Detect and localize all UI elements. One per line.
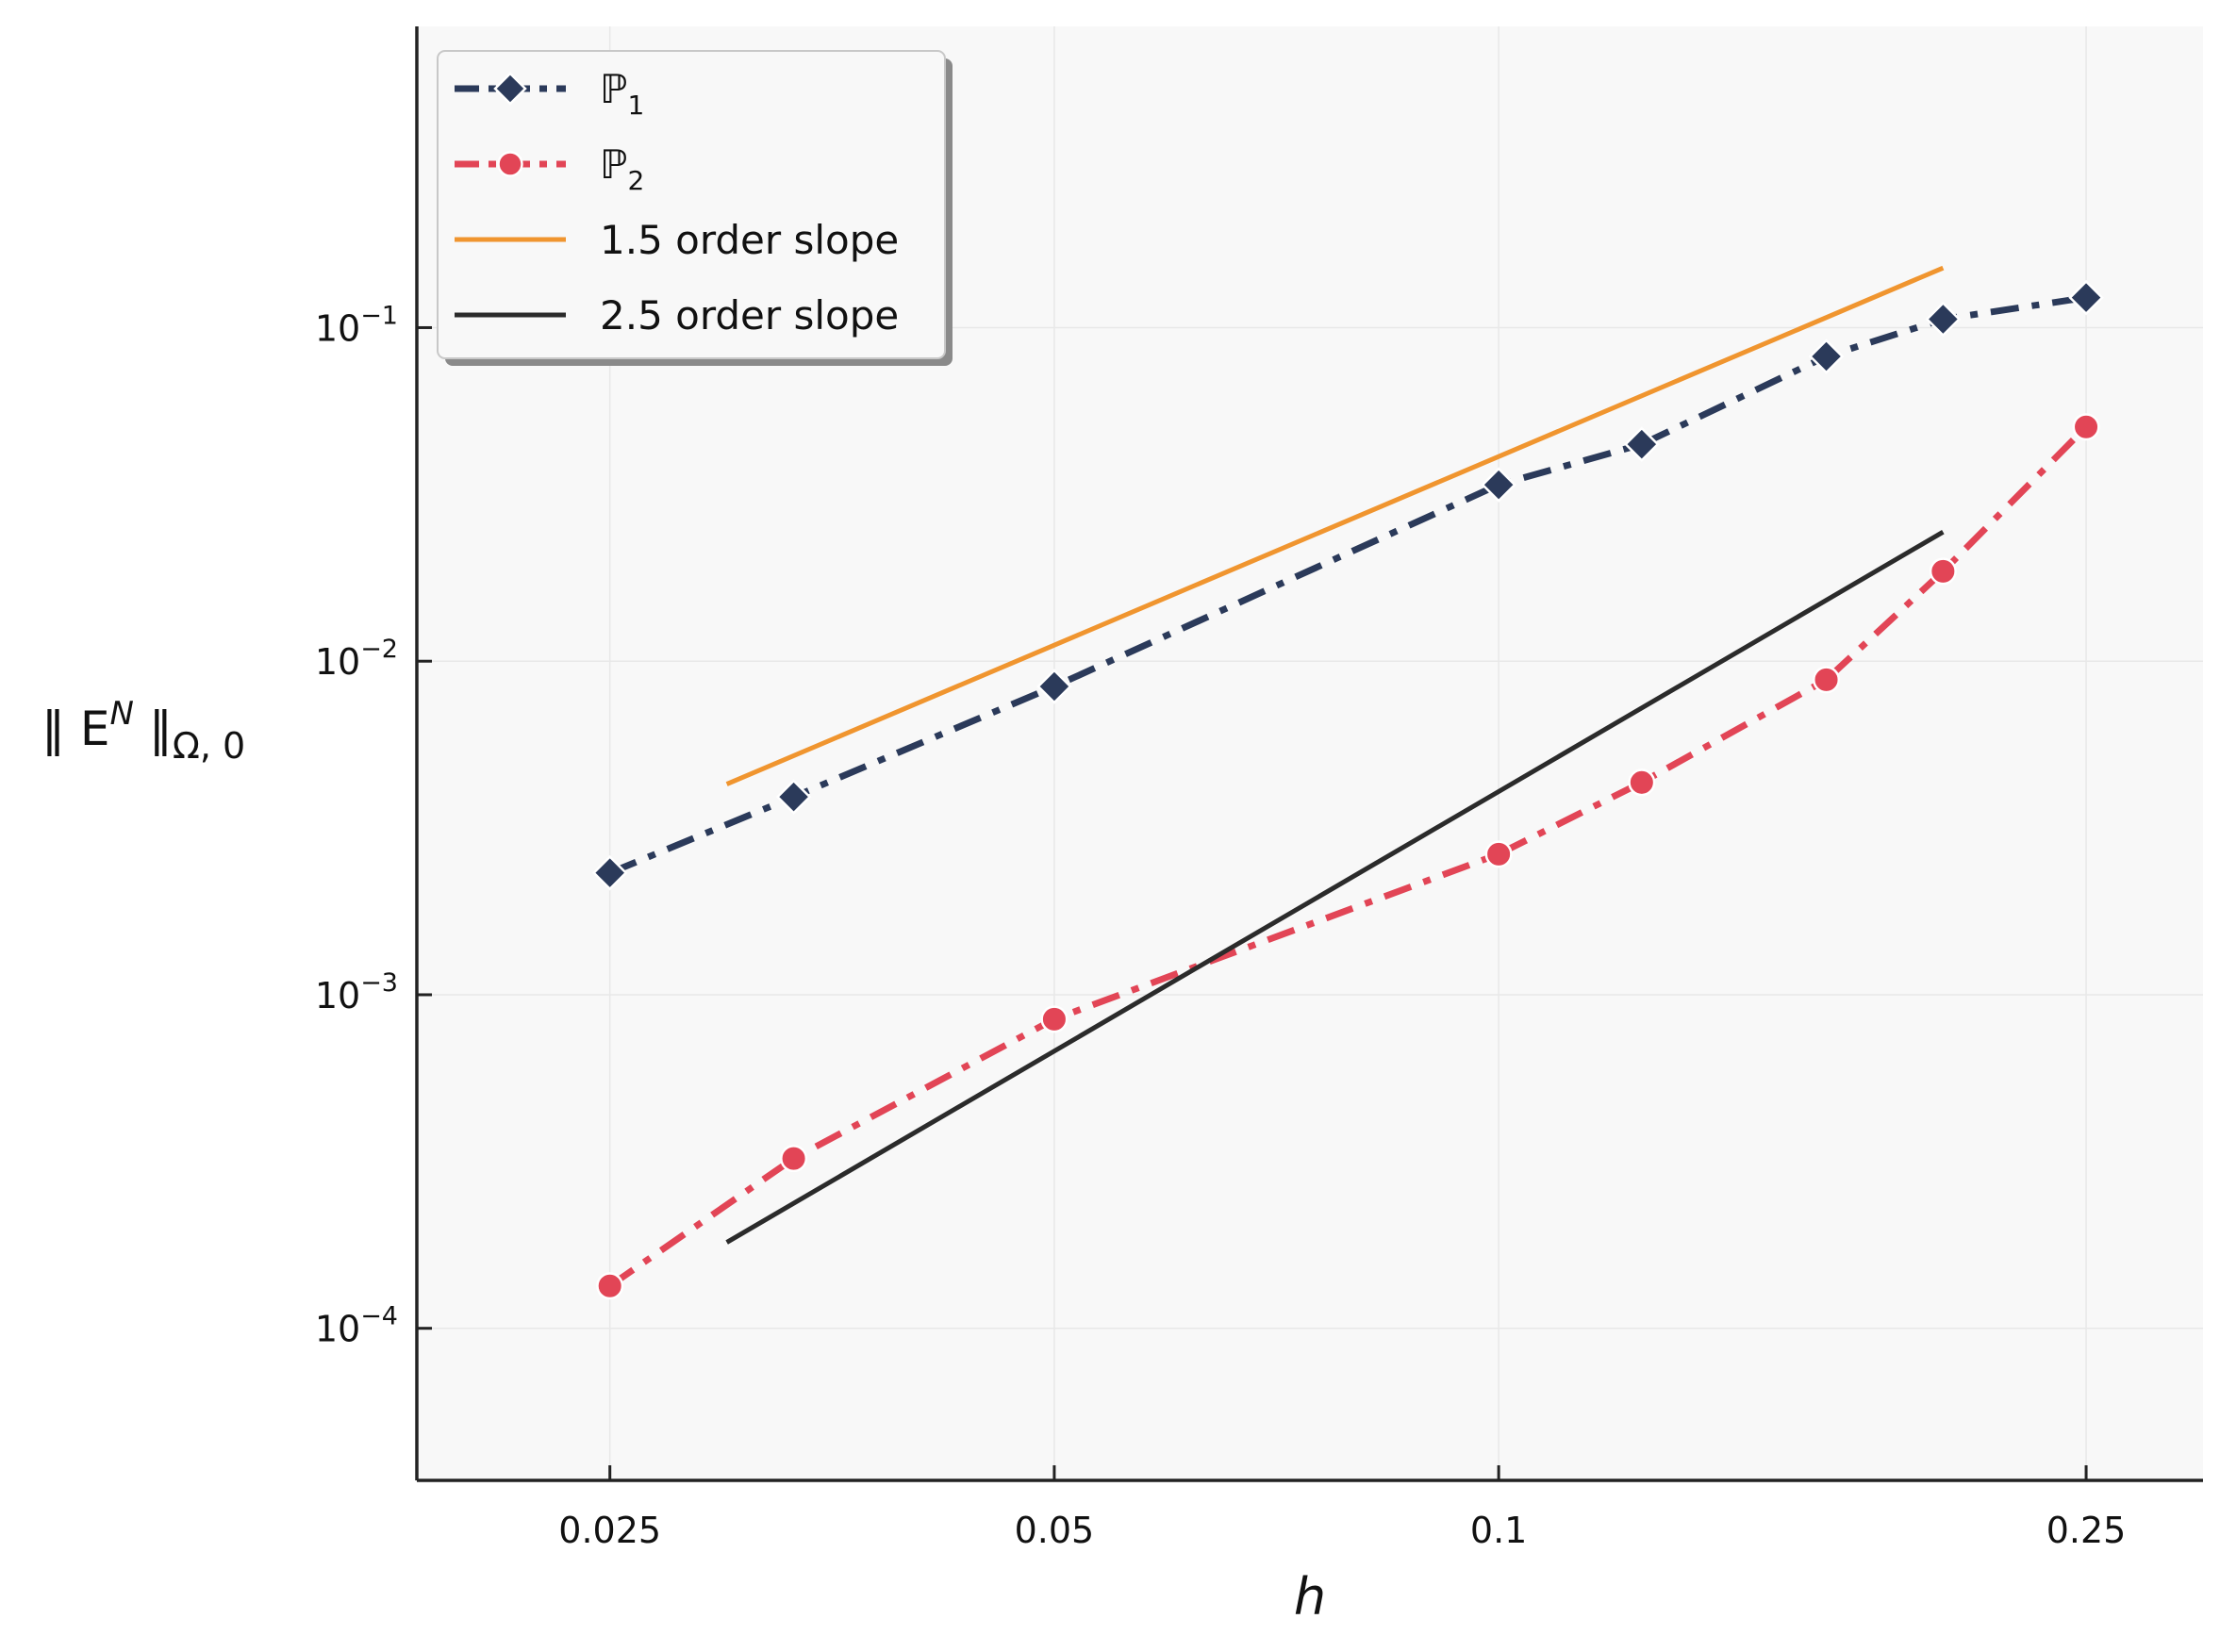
data-point bbox=[1481, 467, 1516, 503]
data-point bbox=[493, 72, 527, 106]
y-tick-base: 10 bbox=[315, 1309, 360, 1350]
y-tick-label: 10−4 bbox=[315, 1302, 398, 1350]
data-point bbox=[596, 1272, 624, 1300]
data-point bbox=[1624, 426, 1660, 462]
series-0 bbox=[591, 279, 2104, 891]
legend-label-name: 1.5 order slope bbox=[600, 217, 899, 263]
data-point bbox=[1040, 1005, 1069, 1033]
legend-label-name: 2.5 order slope bbox=[600, 292, 899, 339]
series-line bbox=[608, 294, 2087, 876]
y-tick-exponent: −2 bbox=[360, 635, 398, 664]
series-3 bbox=[725, 530, 1945, 1245]
y-tick-label: 10−2 bbox=[315, 635, 398, 683]
data-point bbox=[1036, 669, 1072, 704]
data-point bbox=[2068, 279, 2104, 316]
legend-label: 2.5 order slope bbox=[600, 292, 899, 339]
data-point bbox=[1628, 768, 1656, 797]
data-point bbox=[1808, 339, 1845, 374]
y-tick-base: 10 bbox=[315, 975, 360, 1016]
x-tick-label: 0.1 bbox=[1470, 1510, 1527, 1551]
x-tick-label: 0.25 bbox=[2046, 1510, 2127, 1551]
y-tick-exponent: −4 bbox=[360, 1302, 398, 1331]
x-tick-label: 0.025 bbox=[558, 1510, 661, 1551]
y-tick-label: 10−1 bbox=[315, 301, 398, 349]
data-point bbox=[591, 854, 628, 891]
legend-label-name: ℙ bbox=[600, 141, 627, 188]
x-axis-label: h bbox=[1294, 1567, 1326, 1627]
series-line bbox=[725, 530, 1945, 1245]
data-point bbox=[1813, 666, 1841, 694]
data-point bbox=[1929, 557, 1957, 586]
y-tick-base: 10 bbox=[315, 641, 360, 683]
y-tick-exponent: −3 bbox=[360, 968, 398, 998]
data-point bbox=[775, 779, 812, 815]
legend-entry: 1.5 order slope bbox=[455, 217, 899, 263]
data-point bbox=[1925, 301, 1962, 338]
y-label-sub: Ω, 0 bbox=[173, 725, 245, 767]
legend-entry: ℙ1 bbox=[455, 66, 644, 121]
series-line bbox=[725, 265, 1945, 786]
legend-entry: 2.5 order slope bbox=[455, 292, 899, 339]
y-axis-label: ‖ EN ‖Ω, 0 bbox=[41, 695, 245, 767]
series-2 bbox=[725, 265, 1945, 786]
y-tick-exponent: −1 bbox=[360, 301, 398, 330]
series-layer bbox=[591, 265, 2104, 1300]
series-1 bbox=[596, 413, 2100, 1300]
legend-box bbox=[437, 50, 946, 359]
legend-entry: ℙ2 bbox=[455, 141, 644, 196]
data-point bbox=[780, 1145, 808, 1173]
data-point bbox=[2072, 413, 2100, 441]
legend-label: ℙ1 bbox=[600, 66, 644, 121]
legend-label: ℙ2 bbox=[600, 141, 644, 196]
legend-label: 1.5 order slope bbox=[600, 217, 899, 263]
data-point bbox=[1484, 840, 1513, 868]
y-label-end: ‖ bbox=[134, 702, 173, 756]
y-tick-base: 10 bbox=[315, 307, 360, 349]
y-label-sup: N bbox=[110, 695, 134, 733]
axes bbox=[415, 26, 2203, 1482]
x-tick-label: 0.05 bbox=[1015, 1510, 1095, 1551]
data-point bbox=[497, 151, 523, 177]
series-line bbox=[607, 424, 2089, 1289]
legend-label-subscript: 1 bbox=[627, 90, 644, 121]
legend-label-name: ℙ bbox=[600, 66, 627, 112]
y-label-main: ‖ E bbox=[41, 702, 110, 756]
legend-label-subscript: 2 bbox=[627, 165, 644, 196]
y-tick-label: 10−3 bbox=[315, 968, 398, 1016]
